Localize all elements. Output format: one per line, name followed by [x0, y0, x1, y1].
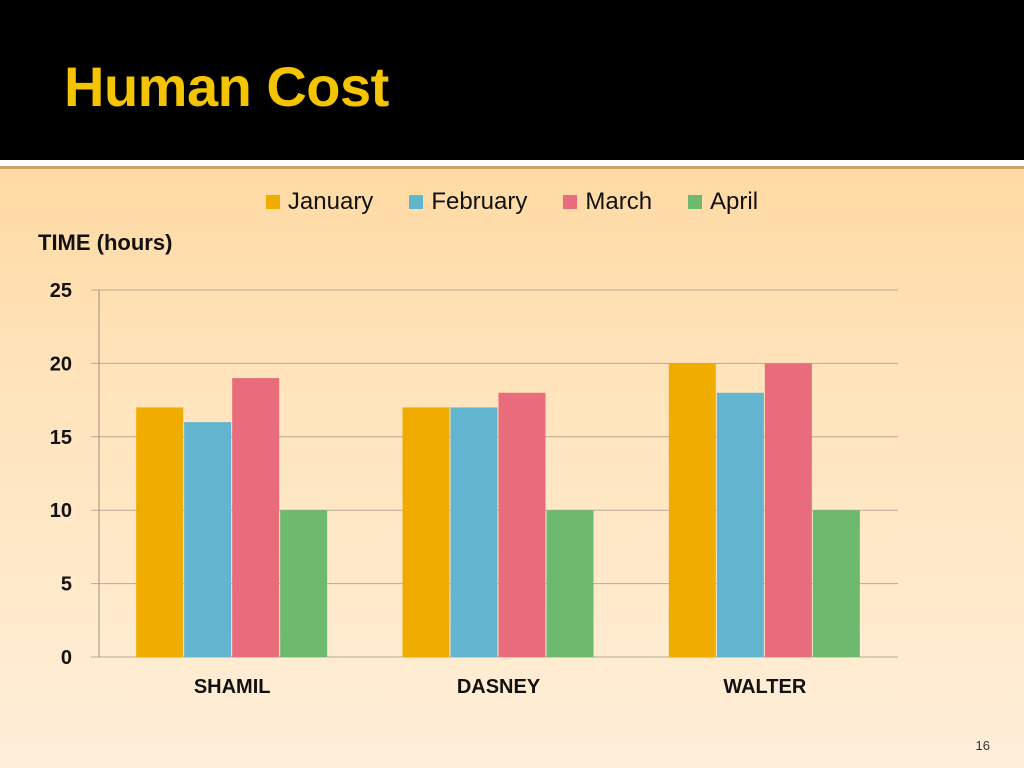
y-axis-label: TIME (hours) — [38, 230, 173, 255]
legend-item-march: March — [563, 188, 652, 216]
legend-label: April — [710, 188, 759, 215]
legend-swatch — [409, 195, 424, 209]
bar-march-walter — [764, 363, 812, 657]
bar-march-shamil — [232, 378, 280, 657]
title-divider-shadow — [0, 166, 1024, 169]
legend-swatch — [688, 195, 703, 209]
bar-january-dasney — [402, 407, 450, 657]
legend-item-february: February — [409, 188, 527, 216]
chart-legend: January February March April — [0, 188, 1024, 216]
legend-swatch — [265, 195, 280, 209]
x-category-label: SHAMIL — [194, 676, 271, 698]
x-category-label: WALTER — [723, 676, 807, 698]
bar-april-dasney — [546, 510, 594, 657]
y-tick-label: 5 — [61, 574, 72, 596]
legend-label: March — [585, 188, 653, 215]
bar-march-dasney — [498, 392, 546, 657]
legend-label: February — [431, 188, 528, 215]
page-number: 16 — [975, 738, 990, 753]
y-tick-label: 15 — [50, 427, 72, 449]
y-tick-label: 25 — [50, 280, 72, 302]
bar-february-walter — [716, 392, 764, 657]
legend-swatch — [563, 195, 578, 209]
legend-item-january: January — [265, 188, 374, 216]
title-bar — [0, 0, 1024, 160]
y-tick-label: 10 — [50, 500, 72, 522]
y-tick-label: 0 — [61, 647, 72, 669]
bar-april-shamil — [280, 510, 328, 657]
bar-february-dasney — [450, 407, 498, 657]
legend-item-april: April — [688, 188, 758, 216]
bar-february-shamil — [184, 422, 232, 657]
x-category-label: DASNEY — [457, 676, 541, 698]
bar-january-walter — [668, 363, 716, 657]
y-tick-label: 20 — [50, 353, 72, 375]
legend-label: January — [287, 188, 374, 215]
bar-april-walter — [812, 510, 860, 657]
slide-title: Human Cost — [64, 55, 389, 118]
bar-january-shamil — [136, 407, 184, 657]
title-divider — [0, 160, 1024, 166]
